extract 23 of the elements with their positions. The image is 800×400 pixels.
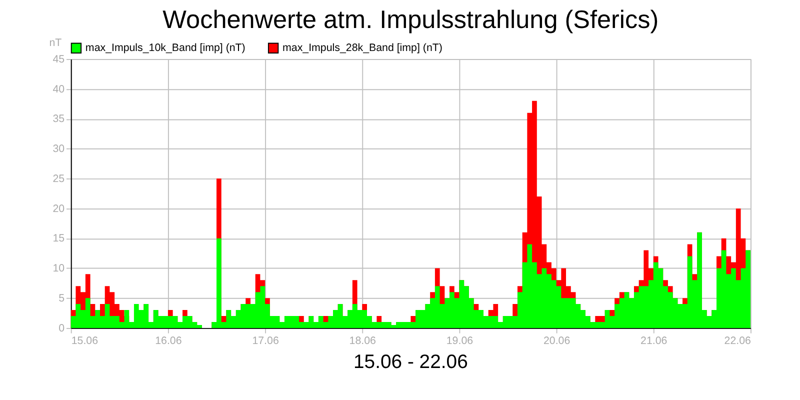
x-tick-label: 21.06 [640,334,668,347]
y-tick-label: 45 [52,53,65,66]
y-tick-label: 10 [52,262,65,275]
y-tick-label: 15 [52,232,65,245]
x-tick-label: 18.06 [349,334,376,347]
y-tick-label: 25 [52,172,65,185]
x-tick-label: 16.06 [155,334,182,347]
chart-title: Wochenwerte atm. Impulsstrahlung (Sferics) [162,6,659,34]
legend-label: max_Impuls_28k_Band [imp] (nT) [282,42,442,54]
x-tick-label: 20.06 [543,334,570,347]
y-tick-label: 35 [52,113,65,126]
legend-label: max_Impuls_10k_Band [imp] (nT) [85,42,246,54]
x-tick-label: 15.06 [71,334,98,347]
x-tick-label: 19.06 [446,334,474,347]
y-tick-label: 5 [58,292,65,304]
y-tick-label: 20 [52,202,65,215]
x-tick-label: 22.06 [724,334,752,347]
y-tick-label: 0 [58,322,65,334]
y-axis-title: nT [49,36,62,49]
x-axis-title: 15.06 - 22.06 [353,350,468,373]
x-tick-label: 17.06 [252,334,279,347]
y-tick-label: 30 [52,143,65,156]
y-tick-label: 40 [52,83,65,96]
